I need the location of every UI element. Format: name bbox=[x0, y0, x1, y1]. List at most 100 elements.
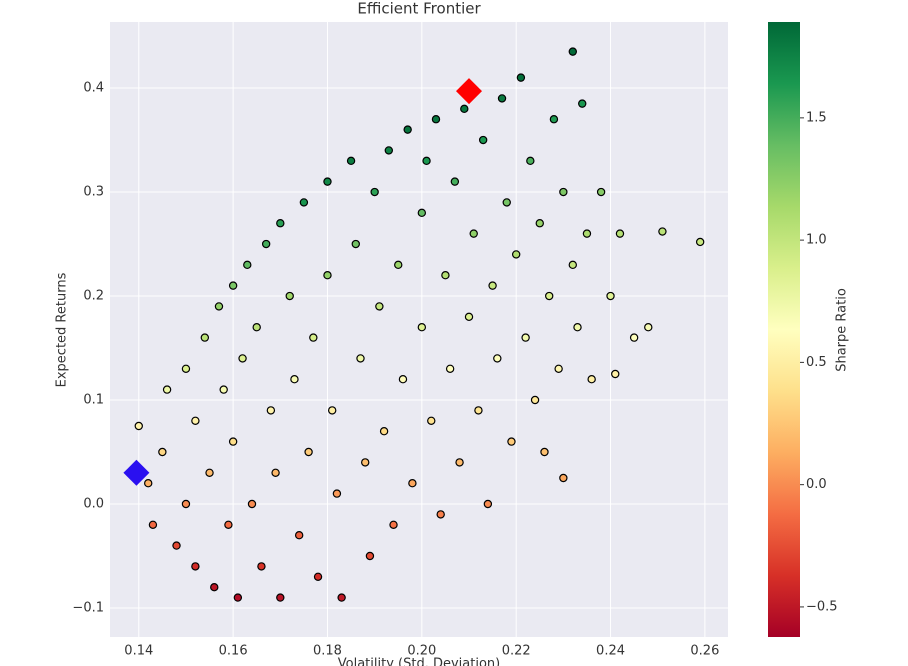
scatter-point bbox=[243, 260, 252, 270]
scatter-point bbox=[502, 198, 511, 207]
colorbar bbox=[768, 22, 800, 637]
x-tick-label: 0.14 bbox=[124, 644, 153, 659]
scatter-point bbox=[493, 354, 502, 363]
y-tick-label: −0.1 bbox=[72, 600, 104, 615]
scatter-point bbox=[162, 385, 172, 394]
y-tick-label: 0.0 bbox=[83, 496, 104, 511]
scatter-point bbox=[389, 520, 398, 529]
scatter-point bbox=[511, 250, 521, 259]
scatter-point bbox=[304, 447, 313, 457]
scatter-point bbox=[252, 323, 261, 332]
scatter-point bbox=[247, 499, 257, 509]
scatter-point bbox=[578, 99, 587, 108]
scatter-point bbox=[695, 237, 705, 247]
y-tick-label: 0.1 bbox=[83, 393, 104, 408]
x-tick-label: 0.20 bbox=[407, 644, 436, 659]
scatter-point bbox=[144, 478, 153, 488]
scatter-point bbox=[450, 177, 460, 186]
scatter-point bbox=[294, 530, 304, 540]
scatter-point bbox=[516, 73, 526, 82]
x-tick-label: 0.24 bbox=[596, 644, 625, 659]
scatter-point bbox=[210, 582, 219, 592]
scatter-point bbox=[398, 375, 408, 384]
scatter-point bbox=[205, 468, 214, 477]
scatter-point bbox=[530, 395, 540, 405]
scatter-point bbox=[568, 260, 577, 270]
scatter-point bbox=[460, 104, 469, 114]
scatter-point bbox=[431, 115, 441, 124]
scatter-point bbox=[332, 489, 342, 498]
scatter-point bbox=[587, 375, 596, 384]
scatter-point bbox=[285, 291, 294, 301]
scatter-point bbox=[365, 551, 375, 561]
scatter-point bbox=[559, 473, 568, 483]
scatter-point bbox=[361, 458, 370, 467]
scatter-point bbox=[545, 291, 554, 301]
y-tick-label: 0.4 bbox=[83, 81, 104, 96]
scatter-point bbox=[346, 156, 356, 166]
scatter-point bbox=[299, 198, 309, 207]
scatter-point bbox=[540, 447, 549, 457]
chart-title: Efficient Frontier bbox=[357, 0, 481, 18]
scatter-point bbox=[370, 187, 379, 197]
scatter-point bbox=[483, 499, 493, 509]
scatter-point bbox=[158, 447, 167, 457]
scatter-point bbox=[403, 125, 412, 134]
colorbar-tick-label: 0.5 bbox=[806, 355, 827, 370]
scatter-point bbox=[191, 562, 200, 571]
scatter-point bbox=[445, 364, 455, 374]
scatter-point bbox=[469, 229, 478, 238]
colorbar-tick-label: 1.5 bbox=[806, 110, 827, 125]
highlight-marker bbox=[456, 78, 483, 105]
scatter-point bbox=[191, 416, 200, 426]
scatter-point bbox=[309, 333, 318, 342]
scatter-point bbox=[568, 47, 577, 56]
scatter-point bbox=[327, 406, 337, 415]
scatter-point bbox=[266, 406, 276, 415]
scatter-point bbox=[549, 115, 559, 124]
scatter-point bbox=[658, 227, 667, 236]
scatter-point bbox=[596, 187, 606, 197]
scatter-point bbox=[384, 146, 394, 155]
scatter-point bbox=[521, 333, 530, 342]
scatter-point bbox=[323, 271, 332, 280]
scatter-point bbox=[422, 156, 431, 166]
x-tick-label: 0.18 bbox=[313, 644, 342, 659]
scatter-point bbox=[606, 291, 615, 301]
scatter-point bbox=[276, 219, 285, 228]
scatter-point bbox=[200, 333, 210, 342]
scatter-point bbox=[417, 208, 427, 218]
y-tick-label: 0.2 bbox=[83, 289, 104, 304]
y-axis-label: Expected Returns bbox=[55, 272, 70, 387]
x-axis-label: Volatility (Std. Deviation) bbox=[338, 657, 500, 666]
x-tick-label: 0.16 bbox=[219, 644, 248, 659]
highlight-marker bbox=[123, 459, 150, 486]
scatter-point bbox=[441, 271, 450, 280]
colorbar-label: Sharpe Ratio bbox=[835, 288, 850, 372]
scatter-point bbox=[323, 177, 332, 186]
scatter-point bbox=[276, 593, 285, 602]
scatter-point bbox=[219, 385, 228, 394]
x-tick-label: 0.22 bbox=[502, 644, 531, 659]
scatter-point bbox=[290, 375, 299, 384]
scatter-point bbox=[474, 406, 483, 415]
x-tick-label: 0.26 bbox=[690, 644, 719, 659]
scatter-point bbox=[134, 421, 143, 431]
colorbar-tick-label: 0.0 bbox=[806, 477, 827, 492]
colorbar-tick-label: −0.5 bbox=[806, 599, 838, 614]
scatter-point bbox=[228, 281, 238, 290]
scatter-point bbox=[379, 427, 389, 436]
scatter-point bbox=[644, 323, 653, 332]
scatter-point bbox=[375, 302, 384, 311]
scatter-point bbox=[224, 520, 233, 529]
scatter-point bbox=[214, 302, 224, 311]
scatter-point bbox=[337, 593, 346, 602]
scatter-point bbox=[497, 94, 507, 103]
scatter-point bbox=[507, 437, 516, 446]
scatter-point bbox=[228, 437, 238, 446]
scatter-point bbox=[464, 312, 474, 322]
scatter-point bbox=[172, 541, 181, 550]
scatter-point bbox=[554, 364, 563, 374]
colorbar-tick-label: 1.0 bbox=[806, 233, 827, 248]
